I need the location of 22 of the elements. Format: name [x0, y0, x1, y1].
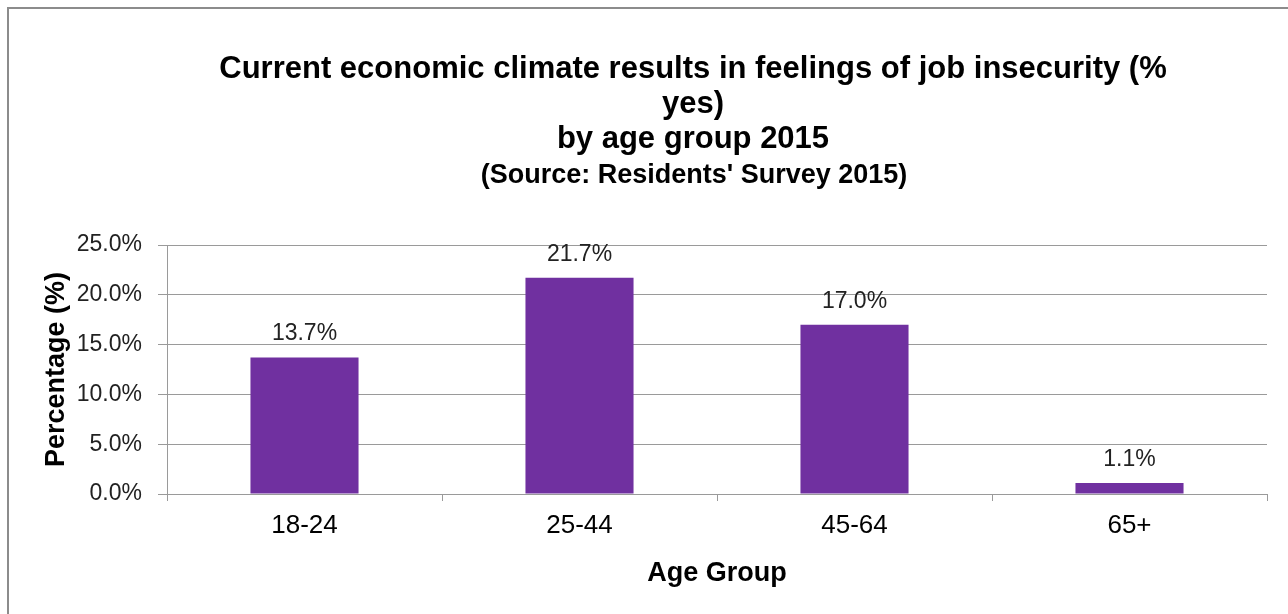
x-tick-label: 18-24 [271, 508, 338, 539]
bar [250, 357, 359, 494]
y-tick-label: 5.0% [89, 429, 142, 456]
x-tick-label: 45-64 [821, 508, 888, 539]
data-label: 13.7% [271, 319, 338, 346]
x-tick-label: 25-44 [546, 508, 613, 539]
bar [525, 277, 634, 494]
chart-subtitle: (Source: Residents' Survey 2015) [479, 159, 909, 189]
data-label: 21.7% [546, 239, 613, 266]
data-label: 17.0% [821, 286, 888, 313]
x-axis-title: Age Group [647, 557, 787, 588]
x-tick-label: 65+ [1107, 508, 1152, 539]
y-tick-label: 20.0% [76, 280, 142, 307]
y-tick-label: 10.0% [76, 379, 142, 406]
bar [1075, 483, 1184, 494]
y-tick-label: 15.0% [76, 329, 142, 356]
y-tick-label: 25.0% [76, 230, 142, 257]
bar [800, 324, 909, 494]
data-label: 1.1% [1103, 444, 1156, 471]
y-axis-title: Percentage (%) [39, 271, 70, 468]
y-tick-label: 0.0% [89, 479, 142, 506]
chart-title: Current economic climate results in feelings of job insecurity (% yes) by age group 2015 [218, 50, 1168, 155]
